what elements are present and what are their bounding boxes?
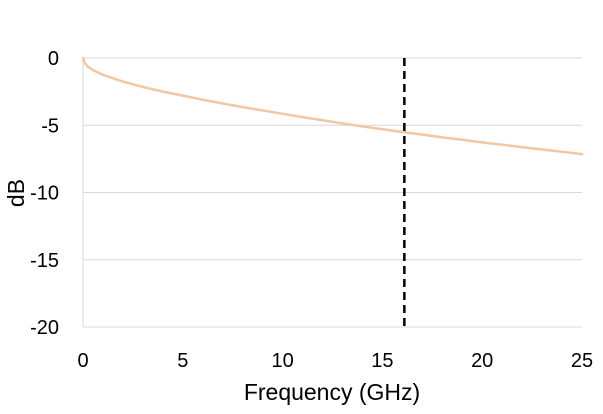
x-tick-labels: 0 5 10 15 20 25	[77, 350, 593, 372]
series	[81, 56, 584, 156]
y-tick-label: -5	[41, 115, 59, 137]
x-axis-title: Frequency (GHz)	[244, 379, 420, 405]
x-tick-label: 5	[177, 350, 188, 372]
y-axis-title: dB	[3, 179, 29, 207]
y-tick-label: -15	[30, 250, 59, 272]
x-tick-label: 15	[371, 350, 393, 372]
y-tick-label: 0	[48, 48, 59, 70]
axes	[82, 58, 582, 328]
series-line	[81, 56, 584, 156]
grid-lines	[83, 57, 582, 261]
x-tick-label: 20	[471, 350, 493, 372]
x-tick-label: 25	[571, 350, 593, 372]
y-tick-label: -20	[30, 317, 59, 339]
y-tick-label: -10	[30, 183, 59, 205]
y-tick-labels: 0 -5 -10 -15 -20	[30, 48, 59, 339]
x-tick-label: 10	[271, 350, 293, 372]
x-tick-label: 0	[77, 350, 88, 372]
